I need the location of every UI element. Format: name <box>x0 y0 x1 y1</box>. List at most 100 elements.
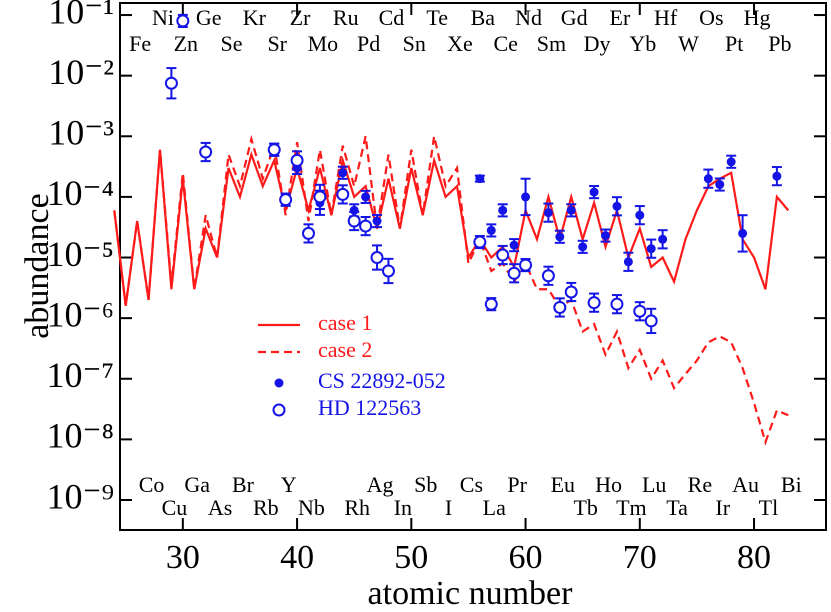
element-label: Ga <box>184 472 210 497</box>
y-tick-label: 10⁻⁸ <box>46 416 114 456</box>
element-label: Kr <box>243 5 267 30</box>
element-label: Mo <box>308 31 339 56</box>
element-label: Cs <box>460 472 483 497</box>
element-label: Se <box>221 31 243 56</box>
element-label: Ag <box>367 472 394 497</box>
data-point <box>336 187 350 201</box>
element-label: Pt <box>725 31 743 56</box>
x-tick-label: 70 <box>623 539 657 576</box>
element-label: Sr <box>267 31 287 56</box>
x-tick-label: 60 <box>509 539 543 576</box>
data-point <box>372 216 382 226</box>
x-tick-label: 30 <box>166 539 200 576</box>
data-point <box>772 171 782 181</box>
data-point <box>301 226 315 240</box>
data-point <box>541 269 555 283</box>
y-tick-label: 10⁻⁴ <box>46 173 114 213</box>
data-point <box>726 157 736 167</box>
element-label: Ta <box>666 495 688 520</box>
line-series <box>113 149 790 306</box>
element-label: Br <box>232 472 255 497</box>
element-label: Sm <box>537 31 566 56</box>
element-label: Ba <box>471 5 496 30</box>
element-label: Tm <box>616 495 647 520</box>
data-point <box>507 266 521 280</box>
data-point <box>347 214 361 228</box>
data-point <box>176 14 190 28</box>
legend-label: case 1 <box>318 310 372 335</box>
line-series <box>113 134 789 446</box>
element-label: Hg <box>744 5 771 30</box>
element-label: Nd <box>515 5 542 30</box>
element-label: Rh <box>344 495 370 520</box>
data-point <box>267 143 281 157</box>
data-point <box>635 210 645 220</box>
element-label: Sb <box>414 472 437 497</box>
data-point <box>703 174 713 184</box>
data-point <box>601 231 611 241</box>
y-tick-label: 10⁻⁶ <box>46 294 114 334</box>
legend-marker <box>274 378 284 388</box>
y-tick-label: 10⁻³ <box>48 113 114 153</box>
data-point <box>587 296 601 310</box>
element-label: Zn <box>174 31 198 56</box>
element-label: Hf <box>654 5 678 30</box>
data-point <box>555 232 565 242</box>
element-label: I <box>445 495 452 520</box>
data-point <box>199 145 213 159</box>
x-axis-label: atomic number <box>368 575 574 612</box>
data-point <box>475 174 485 184</box>
element-label: Cd <box>379 5 405 30</box>
element-label: Pr <box>507 472 527 497</box>
data-point <box>484 297 498 311</box>
data-point <box>646 244 656 254</box>
data-point <box>164 76 178 90</box>
data-point <box>313 190 327 204</box>
element-label: Te <box>426 5 448 30</box>
data-point <box>509 240 519 250</box>
element-label: Cu <box>162 495 188 520</box>
element-label: Os <box>699 5 723 30</box>
element-label: Pd <box>357 31 380 56</box>
element-label: Ge <box>196 5 222 30</box>
y-axis-label: abundance <box>19 193 56 338</box>
element-label: Lu <box>642 472 666 497</box>
y-tick-label: 10⁻² <box>48 52 114 92</box>
element-label: Dy <box>584 31 611 56</box>
data-point <box>381 264 395 278</box>
data-point <box>658 234 668 244</box>
element-label: Pb <box>768 31 791 56</box>
element-label: Re <box>688 472 712 497</box>
data-point <box>361 192 371 202</box>
data-point <box>359 219 373 233</box>
data-point <box>370 251 384 265</box>
data-point <box>566 205 576 215</box>
element-label: La <box>483 495 506 520</box>
data-point <box>498 205 508 215</box>
data-point <box>290 153 304 167</box>
data-point <box>578 242 588 252</box>
element-label: Ni <box>152 5 174 30</box>
legend-label: CS 22892-052 <box>318 368 446 393</box>
x-tick-label: 80 <box>737 539 771 576</box>
data-point <box>610 297 624 311</box>
x-tick-label: 40 <box>280 539 314 576</box>
element-label: Co <box>139 472 165 497</box>
data-point <box>496 248 510 262</box>
element-label: Eu <box>551 472 575 497</box>
legend-label: HD 122563 <box>318 395 421 420</box>
data-point <box>543 208 553 218</box>
element-label: Tb <box>573 495 597 520</box>
data-point <box>338 168 348 178</box>
element-label: As <box>208 495 232 520</box>
element-label: W <box>678 31 699 56</box>
element-label: Xe <box>447 31 473 56</box>
data-point <box>521 192 531 202</box>
element-label: Zr <box>290 5 311 30</box>
plot-frame <box>119 2 827 531</box>
y-tick-label: 10⁻⁷ <box>46 355 114 395</box>
element-label: Ho <box>595 472 622 497</box>
data-point <box>738 228 748 238</box>
element-label: Ir <box>715 495 730 520</box>
